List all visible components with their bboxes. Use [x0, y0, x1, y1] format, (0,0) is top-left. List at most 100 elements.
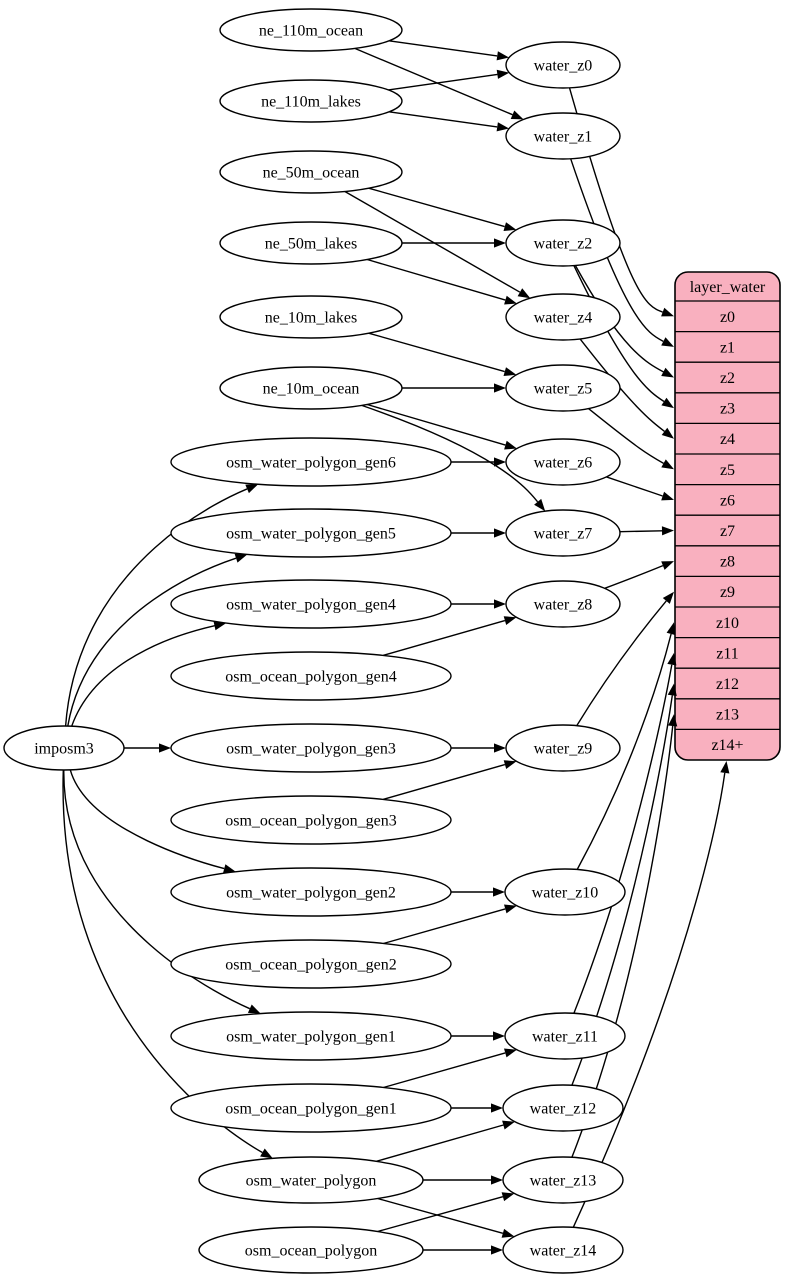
- node-osm_ocean_polygon_gen1: osm_ocean_polygon_gen1: [170, 1083, 452, 1133]
- edge-water_z13-to-z13: [571, 714, 678, 1158]
- node-label: ne_110m_ocean: [259, 23, 363, 40]
- edge-osm_water_polygon_gen6-to-water_z6: [451, 457, 506, 467]
- edge-ne_110m_ocean-to-water_z1: [354, 47, 524, 120]
- node-osm_water_polygon_gen4: osm_water_polygon_gen4: [170, 579, 452, 629]
- arrowhead-icon: [491, 1175, 503, 1185]
- arrowhead-icon: [260, 1148, 273, 1159]
- node-osm_water_polygon_gen1: osm_water_polygon_gen1: [170, 1011, 452, 1061]
- arrowhead-icon: [661, 491, 674, 501]
- arrowhead-icon: [494, 457, 506, 467]
- edge-line: [377, 1197, 504, 1234]
- edge-line: [376, 1124, 504, 1162]
- node-ellipse: [505, 580, 621, 628]
- edge-ne_110m_lakes-to-water_z0: [388, 69, 510, 91]
- arrowhead-icon: [661, 307, 674, 317]
- node-ellipse: [505, 112, 621, 160]
- arrowhead-icon: [534, 498, 546, 512]
- arrowhead-icon: [720, 761, 730, 774]
- edge-line: [67, 557, 237, 727]
- node-water_z6: water_z6: [505, 438, 621, 486]
- edge-line: [64, 488, 248, 727]
- edge-imposm3-to-osm_water_polygon_gen3: [124, 743, 171, 753]
- edge-line: [619, 530, 663, 533]
- table-row-z14plus: z14+: [711, 737, 743, 754]
- edge-water_z8-to-z8: [604, 561, 674, 589]
- edge-line: [604, 564, 664, 589]
- node-ellipse: [505, 219, 621, 267]
- node-ellipse: [170, 1083, 452, 1133]
- arrowhead-icon: [503, 616, 517, 625]
- edge-ne_10m_ocean-to-water_z5: [402, 383, 506, 393]
- arrowhead-icon: [504, 440, 517, 450]
- edge-line: [69, 769, 225, 870]
- edge-osm_ocean_polygon_gen1-to-water_z11: [383, 1048, 517, 1089]
- edge-water_z2-to-z2: [574, 265, 674, 378]
- node-ellipse: [219, 366, 403, 410]
- node-label: water_z13: [530, 1173, 597, 1190]
- table-row-z7: z7: [720, 523, 735, 540]
- node-label: ne_50m_ocean: [263, 165, 360, 182]
- node-label: water_z4: [534, 310, 593, 327]
- arrowhead-icon: [494, 599, 506, 609]
- edge-osm_water_polygon_gen1-to-water_z11: [451, 1031, 505, 1041]
- node-ellipse: [504, 1012, 626, 1060]
- edge-imposm3-to-osm_water_polygon: [62, 769, 273, 1159]
- node-ellipse: [219, 295, 403, 339]
- node-osm_water_polygon_gen2: osm_water_polygon_gen2: [170, 867, 452, 917]
- arrowhead-icon: [517, 288, 531, 299]
- arrowhead-icon: [496, 69, 510, 79]
- node-ellipse: [198, 1226, 424, 1274]
- node-label: imposm3: [34, 741, 94, 758]
- edge-water_z14-to-z14plus: [572, 761, 730, 1228]
- edge-line: [576, 633, 672, 870]
- edge-line: [388, 73, 498, 91]
- node-ne_10m_lakes: ne_10m_lakes: [219, 295, 403, 339]
- edge-osm_water_polygon_gen4-to-water_z8: [451, 599, 506, 609]
- edge-line: [568, 87, 663, 313]
- node-ne_110m_lakes: ne_110m_lakes: [219, 79, 403, 123]
- edge-water_z9-to-z9: [576, 591, 674, 727]
- node-osm_ocean_polygon: osm_ocean_polygon: [198, 1226, 424, 1274]
- node-water_z8: water_z8: [505, 580, 621, 628]
- node-ne_10m_ocean: ne_10m_ocean: [219, 366, 403, 410]
- arrowhead-icon: [503, 222, 517, 231]
- edge-water_z12-to-z12: [571, 683, 677, 1086]
- node-osm_ocean_polygon_gen2: osm_ocean_polygon_gen2: [170, 939, 452, 989]
- node-ne_50m_lakes: ne_50m_lakes: [219, 221, 403, 265]
- node-ellipse: [170, 579, 452, 629]
- edge-water_z4-to-z4: [579, 338, 674, 439]
- node-ellipse: [170, 508, 452, 558]
- node-water_z9: water_z9: [505, 724, 621, 772]
- table-row-z5: z5: [720, 462, 735, 479]
- node-label: ne_50m_lakes: [265, 236, 357, 253]
- node-ellipse: [505, 364, 621, 412]
- table-row-z3: z3: [720, 401, 735, 418]
- node-ellipse: [219, 79, 403, 123]
- edge-line: [377, 1196, 504, 1233]
- node-ellipse: [505, 293, 621, 341]
- node-label: water_z11: [532, 1029, 598, 1046]
- node-ne_110m_ocean: ne_110m_ocean: [219, 8, 403, 52]
- edge-ne_10m_ocean-to-water_z6: [367, 403, 517, 450]
- node-ellipse: [505, 509, 621, 557]
- arrowhead-icon: [159, 743, 171, 753]
- node-label: ne_10m_ocean: [263, 381, 360, 398]
- edge-ne_10m_lakes-to-water_z5: [368, 332, 517, 376]
- arrowhead-icon: [661, 561, 674, 570]
- node-label: osm_water_polygon_gen1: [226, 1029, 396, 1046]
- arrowhead-icon: [667, 683, 677, 696]
- node-osm_water_polygon_gen3: osm_water_polygon_gen3: [170, 723, 452, 773]
- table-row-z4: z4: [720, 431, 735, 448]
- node-label: osm_water_polygon: [246, 1173, 377, 1190]
- node-ellipse: [219, 8, 403, 52]
- node-ne_50m_ocean: ne_50m_ocean: [219, 150, 403, 194]
- edge-water_z0-to-z0: [568, 87, 674, 317]
- edge-line: [570, 158, 664, 343]
- node-water_z2: water_z2: [505, 219, 621, 267]
- edge-ne_50m_lakes-to-water_z2: [402, 238, 506, 248]
- edge-osm_ocean_polygon-to-water_z14: [423, 1245, 503, 1255]
- node-ellipse: [170, 1011, 452, 1061]
- edge-osm_water_polygon_gen5-to-water_z7: [451, 528, 506, 538]
